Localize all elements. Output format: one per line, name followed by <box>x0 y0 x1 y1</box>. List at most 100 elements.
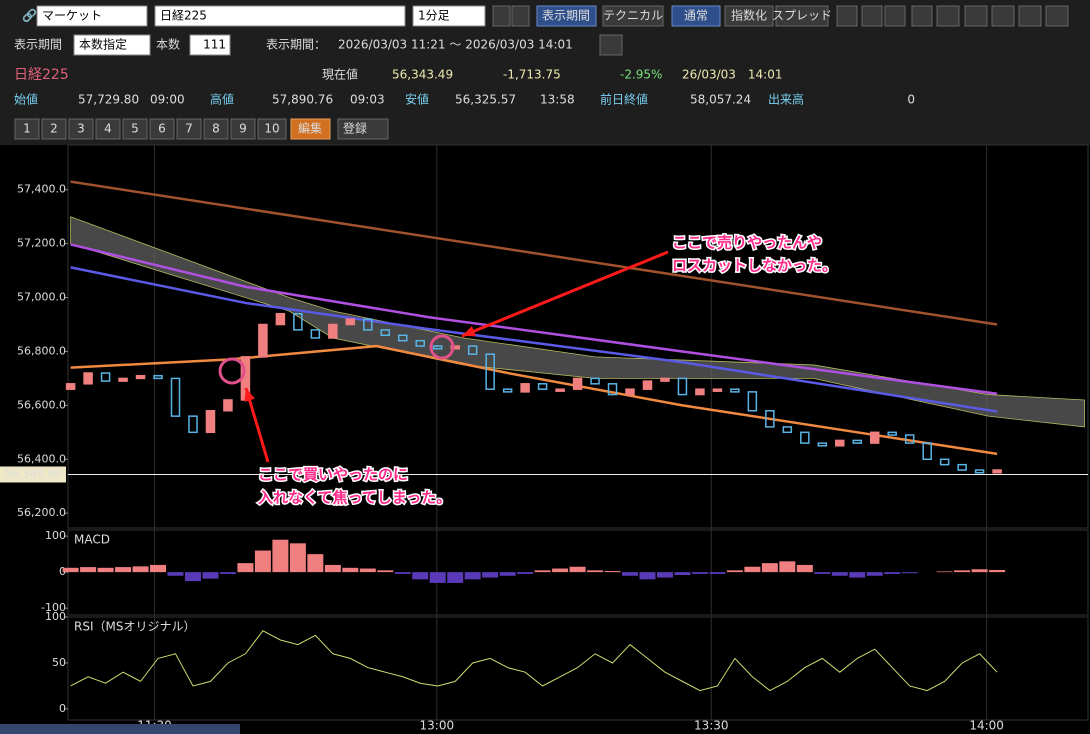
arrow <box>461 250 669 338</box>
mode-select[interactable] <box>73 34 151 56</box>
icon-button[interactable] <box>1018 5 1042 27</box>
tab[interactable] <box>176 118 202 140</box>
macd-bar <box>447 572 464 583</box>
period-button[interactable] <box>536 5 597 27</box>
moving-average <box>70 180 998 326</box>
icon-button[interactable] <box>836 5 858 27</box>
icon-button[interactable] <box>1045 5 1069 27</box>
tab[interactable] <box>68 118 94 140</box>
price-tag-label: 56,343.49 <box>5 468 61 481</box>
x-tick-label: 13:00 <box>420 719 455 733</box>
annotation: ここで買いやったのに <box>258 466 408 484</box>
tab-label: 9 <box>239 122 247 136</box>
macd-bar <box>167 572 184 576</box>
tab[interactable] <box>41 118 67 140</box>
interval-select[interactable] <box>412 5 486 27</box>
icon-button[interactable] <box>936 5 960 27</box>
macd-bar <box>359 568 376 573</box>
y-tick-label: 56,800.0 <box>17 344 66 357</box>
register-button[interactable] <box>337 118 389 140</box>
button-label: 通常 <box>684 9 708 23</box>
value: 0 <box>907 93 915 107</box>
label: 安値 <box>405 92 429 107</box>
candle <box>467 345 478 355</box>
macd-bar <box>464 572 481 580</box>
tabs: 1 2 3 4 5 6 7 8 9 10 <box>14 118 287 140</box>
icon-button[interactable] <box>861 5 883 27</box>
y-tick-label: 57,200.0 <box>17 237 66 250</box>
icon-button[interactable] <box>911 5 933 27</box>
candle <box>450 345 460 350</box>
highlight <box>218 357 246 385</box>
macd-bar <box>377 570 394 573</box>
symbol-select[interactable] <box>154 5 406 27</box>
candle <box>83 372 93 385</box>
reset-button[interactable] <box>599 34 623 56</box>
label: 現在値 <box>322 67 358 82</box>
count-label: 本数 <box>156 37 180 52</box>
tab-label: 6 <box>158 122 166 136</box>
tab[interactable] <box>149 118 175 140</box>
candle <box>590 377 600 385</box>
edit-button[interactable] <box>290 118 331 140</box>
y-tick-label: 56,400.0 <box>17 452 66 465</box>
macd-bar <box>901 572 918 574</box>
icon-button[interactable] <box>884 5 906 27</box>
macd-bar <box>517 572 534 574</box>
macd-bar <box>254 550 271 573</box>
macd-bar <box>342 567 359 573</box>
candle <box>869 431 880 444</box>
macd-bar <box>989 569 1006 573</box>
icon-button[interactable] <box>964 5 988 27</box>
count-input[interactable] <box>189 34 231 56</box>
candle <box>852 439 863 444</box>
tab[interactable] <box>122 118 148 140</box>
macd-bar <box>499 572 516 576</box>
y-tick-label: 100 <box>45 610 66 623</box>
annotation: ロスカットしなかった。 <box>672 257 837 275</box>
candle <box>100 372 111 382</box>
market-select[interactable] <box>36 5 148 27</box>
candle <box>607 383 618 396</box>
candle <box>555 388 565 392</box>
candle <box>695 388 705 396</box>
y-tick-label: 56,200.0 <box>17 506 66 519</box>
icon-button[interactable] <box>991 5 1015 27</box>
tab[interactable] <box>257 118 287 140</box>
ohlc-row: 始値 57,729.80 09:00 高値 57,890.76 09:03 安値… <box>14 92 915 107</box>
candle <box>328 323 338 339</box>
range: 2026/03/03 11:21 ～ 2026/03/03 14:01 <box>338 38 573 52</box>
candle <box>135 374 146 380</box>
macd-bar <box>761 563 778 573</box>
tab[interactable] <box>230 118 256 140</box>
candle <box>520 383 530 393</box>
label: 始値 <box>14 92 38 107</box>
next-button[interactable] <box>511 5 530 27</box>
candle <box>800 431 810 444</box>
normal-button[interactable] <box>671 5 721 27</box>
prev-button[interactable] <box>492 5 511 27</box>
candle <box>992 469 1002 474</box>
technical-button[interactable] <box>602 5 664 27</box>
chart: 11:3013:0013:3014:0056,200.056,400.056,6… <box>0 144 1089 734</box>
button-label: 表示期間 <box>542 9 590 23</box>
candle <box>432 345 443 350</box>
macd-bar <box>184 572 201 582</box>
macd-bar <box>674 572 691 576</box>
macd-bar <box>412 572 429 580</box>
macd-bar <box>289 543 306 573</box>
label: 前日終値 <box>600 92 648 107</box>
tab[interactable] <box>95 118 121 140</box>
y-tick-label: 0 <box>59 702 66 715</box>
panel-title: RSI（MSオリジナル） <box>74 620 195 634</box>
tab[interactable] <box>203 118 229 140</box>
macd-bar <box>115 567 132 573</box>
link-icon[interactable]: 🔗 <box>22 8 37 23</box>
index-button[interactable] <box>724 5 774 27</box>
spread-button[interactable] <box>775 5 829 27</box>
value: 57,890.76 <box>272 93 333 107</box>
moving-average <box>70 266 998 413</box>
tab[interactable] <box>14 118 40 140</box>
highlight <box>429 334 455 360</box>
